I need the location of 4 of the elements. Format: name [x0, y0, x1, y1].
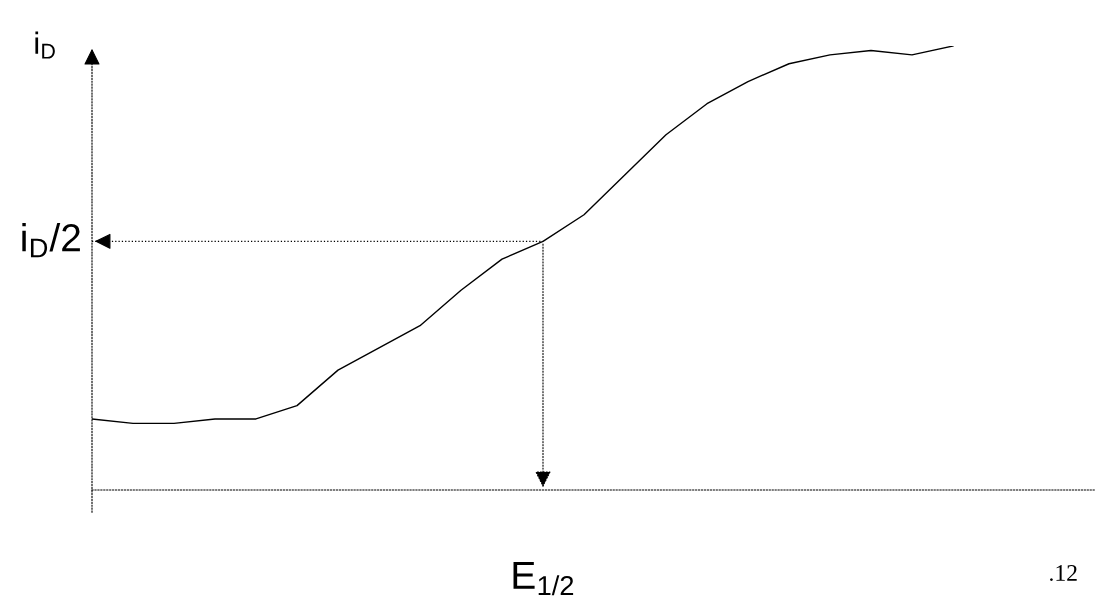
ref-line-label: i$_{D}$/2	[22, 223, 80, 258]
text: .12	[1050, 565, 1077, 582]
text: E$_{1/2}$	[513, 562, 574, 596]
y-axis-title: i$_{D}$	[35, 31, 55, 59]
